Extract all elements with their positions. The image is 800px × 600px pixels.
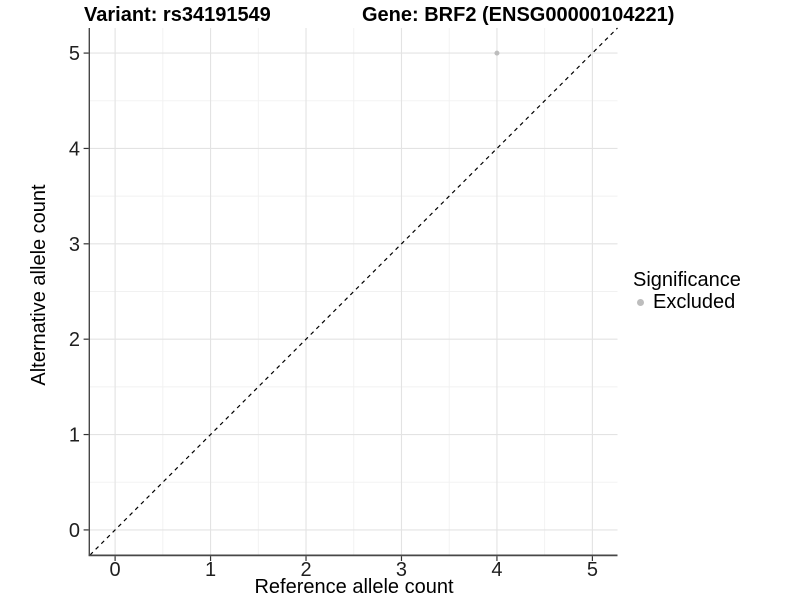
y-tick-label: 5	[69, 43, 80, 65]
y-tick-label: 1	[69, 425, 80, 447]
x-tick-label: 1	[205, 559, 216, 581]
y-tick-label: 2	[69, 329, 80, 351]
x-tick-label: 2	[300, 559, 311, 581]
x-tick-label: 4	[491, 559, 502, 581]
legend-item: Excluded	[631, 291, 741, 313]
x-tick-label: 0	[110, 559, 121, 581]
x-axis-title: Reference allele count	[254, 576, 454, 598]
y-tick-label: 3	[69, 234, 80, 256]
legend-items: Excluded	[631, 291, 741, 313]
y-axis-title: Alternative allele count	[28, 184, 50, 386]
legend-item-label: Excluded	[653, 291, 736, 313]
data-point	[494, 50, 500, 56]
x-tick-label: 5	[587, 559, 598, 581]
x-tick-label: 3	[396, 559, 407, 581]
y-tick-label: 0	[69, 520, 80, 542]
y-tick-label: 4	[69, 138, 80, 160]
plot-title-gene: Gene: BRF2 (ENSG00000104221)	[362, 4, 675, 26]
plot-title-variant: Variant: rs34191549	[84, 4, 271, 26]
legend-key-dot	[637, 298, 644, 306]
legend-title: Significance	[633, 269, 741, 291]
legend: Significance Excluded	[631, 269, 741, 313]
